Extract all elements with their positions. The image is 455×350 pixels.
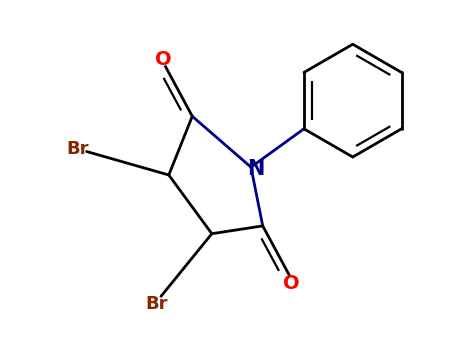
Text: O: O: [283, 274, 300, 293]
Text: O: O: [155, 50, 172, 69]
Text: N: N: [247, 159, 264, 179]
Text: Br: Br: [146, 295, 168, 313]
Text: Br: Br: [66, 140, 88, 158]
